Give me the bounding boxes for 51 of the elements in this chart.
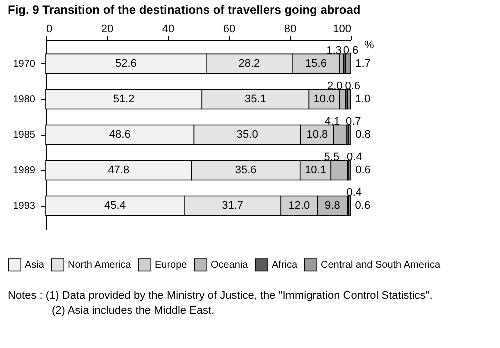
data-label: 4.1 — [324, 116, 340, 128]
data-label: 0.6 — [345, 80, 360, 92]
data-label: 35.1 — [244, 93, 266, 106]
x-tick-label: 20 — [101, 24, 114, 36]
data-label: 1.3 — [326, 44, 342, 57]
data-label: 0.6 — [356, 164, 371, 177]
data-label: 51.2 — [113, 93, 135, 106]
data-label: 0.7 — [346, 116, 362, 128]
data-label: 10.0 — [314, 93, 336, 106]
data-label: 10.1 — [305, 164, 326, 177]
data-label: 31.7 — [222, 200, 244, 212]
x-tick-label: 0 — [46, 24, 53, 36]
data-label: 35.0 — [236, 129, 258, 141]
data-label: 15.6 — [306, 58, 327, 70]
legend-label: Central and South America — [321, 260, 441, 272]
data-label: 1.7 — [356, 58, 371, 70]
data-label: 1.0 — [355, 93, 371, 106]
text: Notes : (1) Data provided by the Ministry of Justice, the "Immigration Control Statistics". — [8, 289, 434, 304]
legend-label: Europe — [155, 260, 188, 272]
legend-label: Africa — [272, 260, 298, 272]
data-label: 2.0 — [327, 80, 343, 92]
y-tick-label: 1989 — [13, 166, 36, 177]
data-label: 28.2 — [238, 58, 260, 70]
data-label: 0.4 — [346, 187, 362, 200]
data-label: 0.6 — [343, 44, 359, 57]
data-label: 9.8 — [325, 200, 340, 212]
y-tick-label: 1980 — [13, 94, 36, 106]
x-tick-label: 60 — [223, 24, 236, 36]
data-label: 12.0 — [288, 200, 310, 212]
x-axis-title: % — [364, 40, 374, 52]
x-tick-label: 40 — [162, 24, 175, 36]
legend-label: Oceania — [211, 260, 249, 272]
data-label: 0.6 — [355, 200, 371, 212]
data-label: 45.4 — [104, 200, 126, 212]
data-label: 10.8 — [306, 129, 328, 141]
legend-label: Asia — [25, 260, 45, 272]
data-label: 48.6 — [109, 129, 131, 141]
data-label: 35.6 — [235, 164, 257, 177]
data-label: 0.4 — [347, 152, 362, 164]
y-tick-label: 1985 — [13, 130, 36, 141]
y-tick-label: 1970 — [13, 58, 36, 70]
data-label: 0.8 — [356, 129, 371, 141]
data-label: 52.6 — [116, 58, 137, 70]
y-tick-label: 1993 — [13, 201, 36, 212]
data-label: 5.5 — [324, 152, 340, 164]
x-tick-label: 100 — [333, 24, 352, 36]
legend-label: North America — [68, 260, 132, 272]
data-label: 47.8 — [108, 164, 130, 177]
chart-title: Fig. 9 Transition of the destinations of travellers going abroad — [8, 3, 361, 17]
text: (2) Asia includes the Middle East. — [52, 304, 216, 319]
x-tick-label: 80 — [284, 24, 297, 36]
